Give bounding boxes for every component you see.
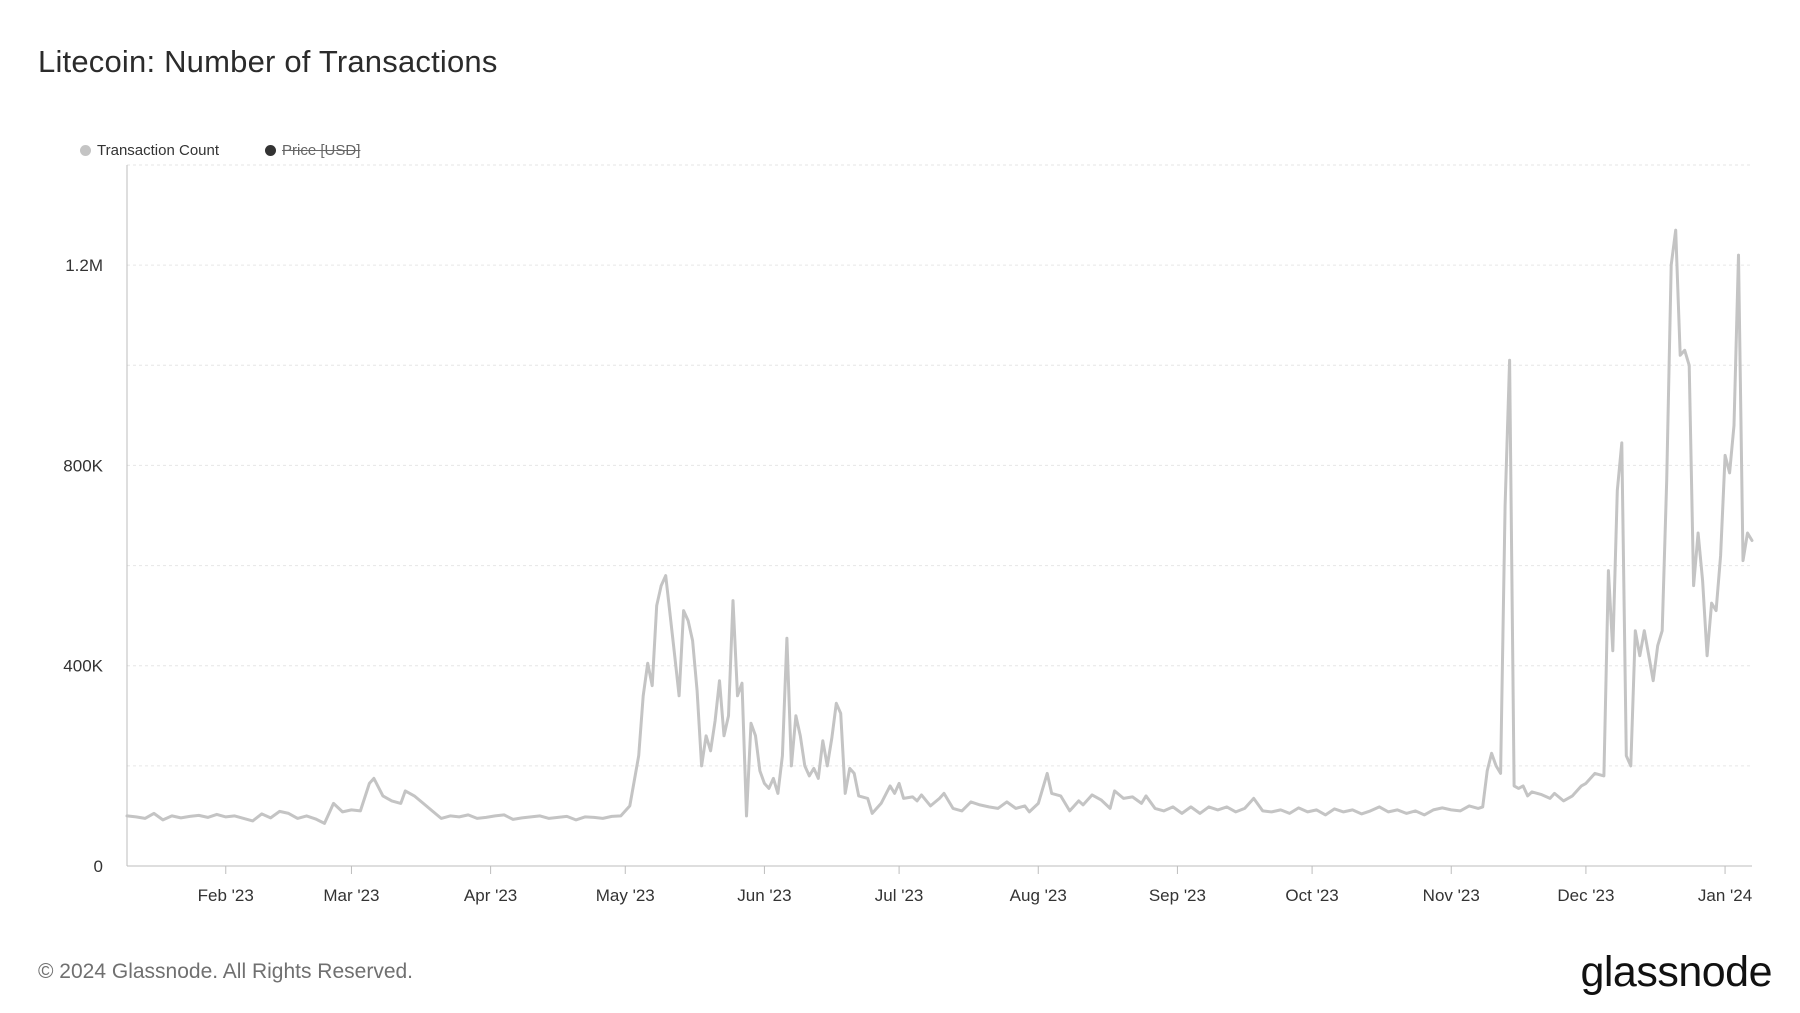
x-tick-label: Sep '23 [1149, 886, 1206, 905]
x-tick-label: Nov '23 [1423, 886, 1480, 905]
x-tick-label: Mar '23 [323, 886, 379, 905]
legend-label: Price [USD] [282, 142, 361, 159]
y-tick-label: 400K [63, 657, 103, 676]
legend-item-transaction-count[interactable]: Transaction Count [80, 142, 219, 159]
chart-title: Litecoin: Number of Transactions [38, 44, 498, 79]
glassnode-logo: glassnode [1580, 948, 1772, 996]
x-tick-label: Jun '23 [737, 886, 791, 905]
copyright-footer: © 2024 Glassnode. All Rights Reserved. [38, 960, 414, 983]
x-tick-label: Jan '24 [1698, 886, 1752, 905]
x-tick-label: Oct '23 [1285, 886, 1338, 905]
legend-dot-icon [265, 145, 277, 156]
legend-dot-icon [80, 145, 91, 156]
chart-grid [127, 164, 1752, 867]
legend-label: Transaction Count [97, 142, 220, 159]
x-tick-label: Apr '23 [464, 886, 517, 905]
x-tick-label: Jul '23 [875, 886, 924, 905]
y-axis-ticks: 0 400K 800K 1.2M [63, 256, 103, 876]
x-tick-label: Feb '23 [198, 886, 254, 905]
chart-axes [126, 165, 1752, 867]
x-axis-ticks: Feb '23 Mar '23 Apr '23 May '23 Jun '23 Jul '… [198, 866, 1752, 905]
y-tick-label: 0 [94, 857, 103, 876]
legend-item-price[interactable]: Price [USD] [265, 142, 360, 159]
y-tick-label: 1.2M [65, 256, 103, 275]
x-tick-label: Aug '23 [1010, 886, 1067, 905]
chart-series [125, 228, 1754, 825]
y-tick-label: 800K [63, 456, 103, 475]
chart-legend: Transaction Count Price [USD] [80, 142, 406, 159]
x-tick-label: Dec '23 [1557, 886, 1614, 905]
series-line-transaction-count [125, 228, 1754, 825]
x-tick-label: May '23 [596, 886, 655, 905]
